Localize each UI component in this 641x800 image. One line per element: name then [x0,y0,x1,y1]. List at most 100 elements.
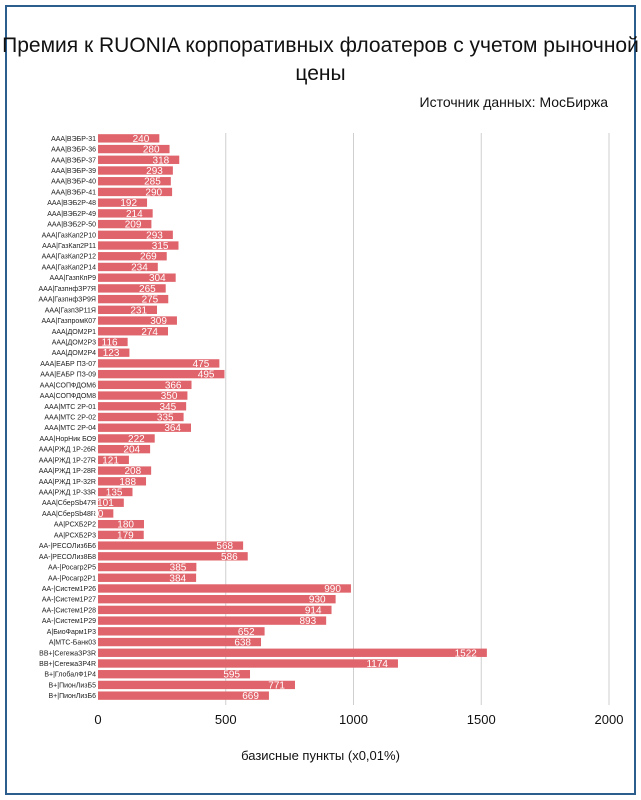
x-axis-label: базисные пункты (х0,01%) [241,748,400,763]
value-label: 269 [140,252,157,263]
category-label: AA-|РЕСОЛиз8Б8 [39,554,96,561]
category-label: AAA|ВЭБР-39 [51,168,96,175]
bar [98,616,327,625]
bar [98,444,151,454]
value-label: 180 [117,520,134,531]
category-label: AAA|РЖД 1Р-26R [39,447,96,454]
category-label: AA-|Систем1Р27 [42,597,96,604]
value-label: 121 [102,455,119,466]
bar [98,680,295,690]
category-label: AAA|ВЭБР-37 [51,157,96,164]
bar [98,627,265,636]
bar [98,423,192,432]
category-label: AAA|ВЭБР-36 [51,147,96,154]
bar [98,402,187,411]
value-label: 350 [161,391,178,402]
bar [98,209,153,218]
category-label: AAA|ВЭБР-31 [51,136,96,143]
bar [98,316,177,325]
category-label: AAA|ДОМ2Р1 [52,329,96,336]
category-label: AAA|ГазКап2Р10 [42,232,96,239]
bar [98,305,158,315]
category-label: AAA|ВЭБ2Р-50 [47,222,96,229]
value-label: 475 [193,359,210,370]
value-label: 123 [103,348,120,359]
category-label: AA-|Систем1Р26 [42,586,96,593]
bar [98,359,220,368]
bar [98,552,248,561]
bar [98,273,176,282]
bar [98,605,332,615]
bar [98,284,166,293]
bar [98,144,170,154]
bar [98,369,225,379]
value-label: 290 [145,187,162,198]
category-label: AAA|ГазпЗР11Я [45,307,96,314]
category-label: AAA|ГазпромК07 [42,318,97,325]
bar [98,466,152,475]
value-label: 318 [153,155,170,166]
bar [98,519,144,529]
value-label: 214 [126,209,143,220]
bar [98,530,144,540]
bar [98,412,184,422]
x-tick-label: 500 [215,712,237,727]
category-label: AAA|ГазпнфЗР9Я [38,297,96,304]
category-label: AAA|МТС 2Р-01 [44,404,96,411]
category-label: AAA|СОПФДОМ8 [40,393,96,400]
bar [98,177,171,186]
value-label: 101 [97,498,114,509]
bar [98,541,244,550]
bar [98,648,487,657]
bar [98,562,197,572]
bar [98,262,158,272]
bar [98,477,147,486]
category-label: AAA|СберSb47Я [42,499,96,507]
value-label: 384 [169,573,186,584]
value-label: 335 [157,413,174,424]
category-label: AA-|Систем1Р28 [42,607,96,614]
x-tick-label: 1500 [467,712,496,727]
value-label: 385 [170,563,187,574]
category-label: AAA|ЕАБР ПЗ-09 [40,372,96,379]
category-label: B+|ГлобалФ1Р4 [44,671,96,679]
bar [98,230,173,239]
category-label: BB+|СегежаЗР3R [39,650,96,657]
value-label: 192 [120,198,137,209]
category-label: AAA|ГазКап2Р11 [42,243,96,250]
value-label: 1174 [366,659,388,670]
category-label: B+|ПионЛизБ6 [49,693,97,700]
value-label: 652 [238,627,255,638]
value-label: 60 [92,509,104,520]
bar [98,573,197,582]
category-label: AA-|Росагр2Р5 [48,565,96,572]
category-label: AAA|ГазпКпР9 [50,275,97,282]
category-label: AA|РСХБ2Р3 [54,532,96,539]
category-label: AAA|ВЭБР-40 [51,179,96,186]
bar [98,391,188,400]
value-label: 309 [150,316,167,327]
bar [98,670,251,679]
category-label: A|МТС-Банк03 [49,640,96,647]
value-label: 293 [146,166,163,177]
bar [98,219,152,229]
value-label: 179 [117,530,134,541]
value-label: 771 [268,680,285,691]
value-label: 209 [125,220,142,231]
value-label: 240 [133,134,150,145]
value-label: 135 [106,488,123,499]
category-label: B+|ПионЛизБ5 [49,682,97,689]
category-label: BB+|СегежаЗР4R [39,661,96,668]
bar [98,198,148,207]
value-label: 188 [119,477,136,488]
value-label: 1522 [455,648,478,659]
value-label: 930 [309,595,326,606]
category-label: AAA|ДОМ2Р3 [52,339,96,346]
category-label: AAA|РЖД 1Р-33R [39,490,96,497]
category-label: AA-|Росагр2Р1 [48,575,96,582]
value-label: 293 [146,230,163,241]
category-label: AAA|ДОМ2Р4 [52,350,96,357]
value-label: 595 [223,670,240,681]
category-label: AAA|СберSb48R [42,510,96,518]
